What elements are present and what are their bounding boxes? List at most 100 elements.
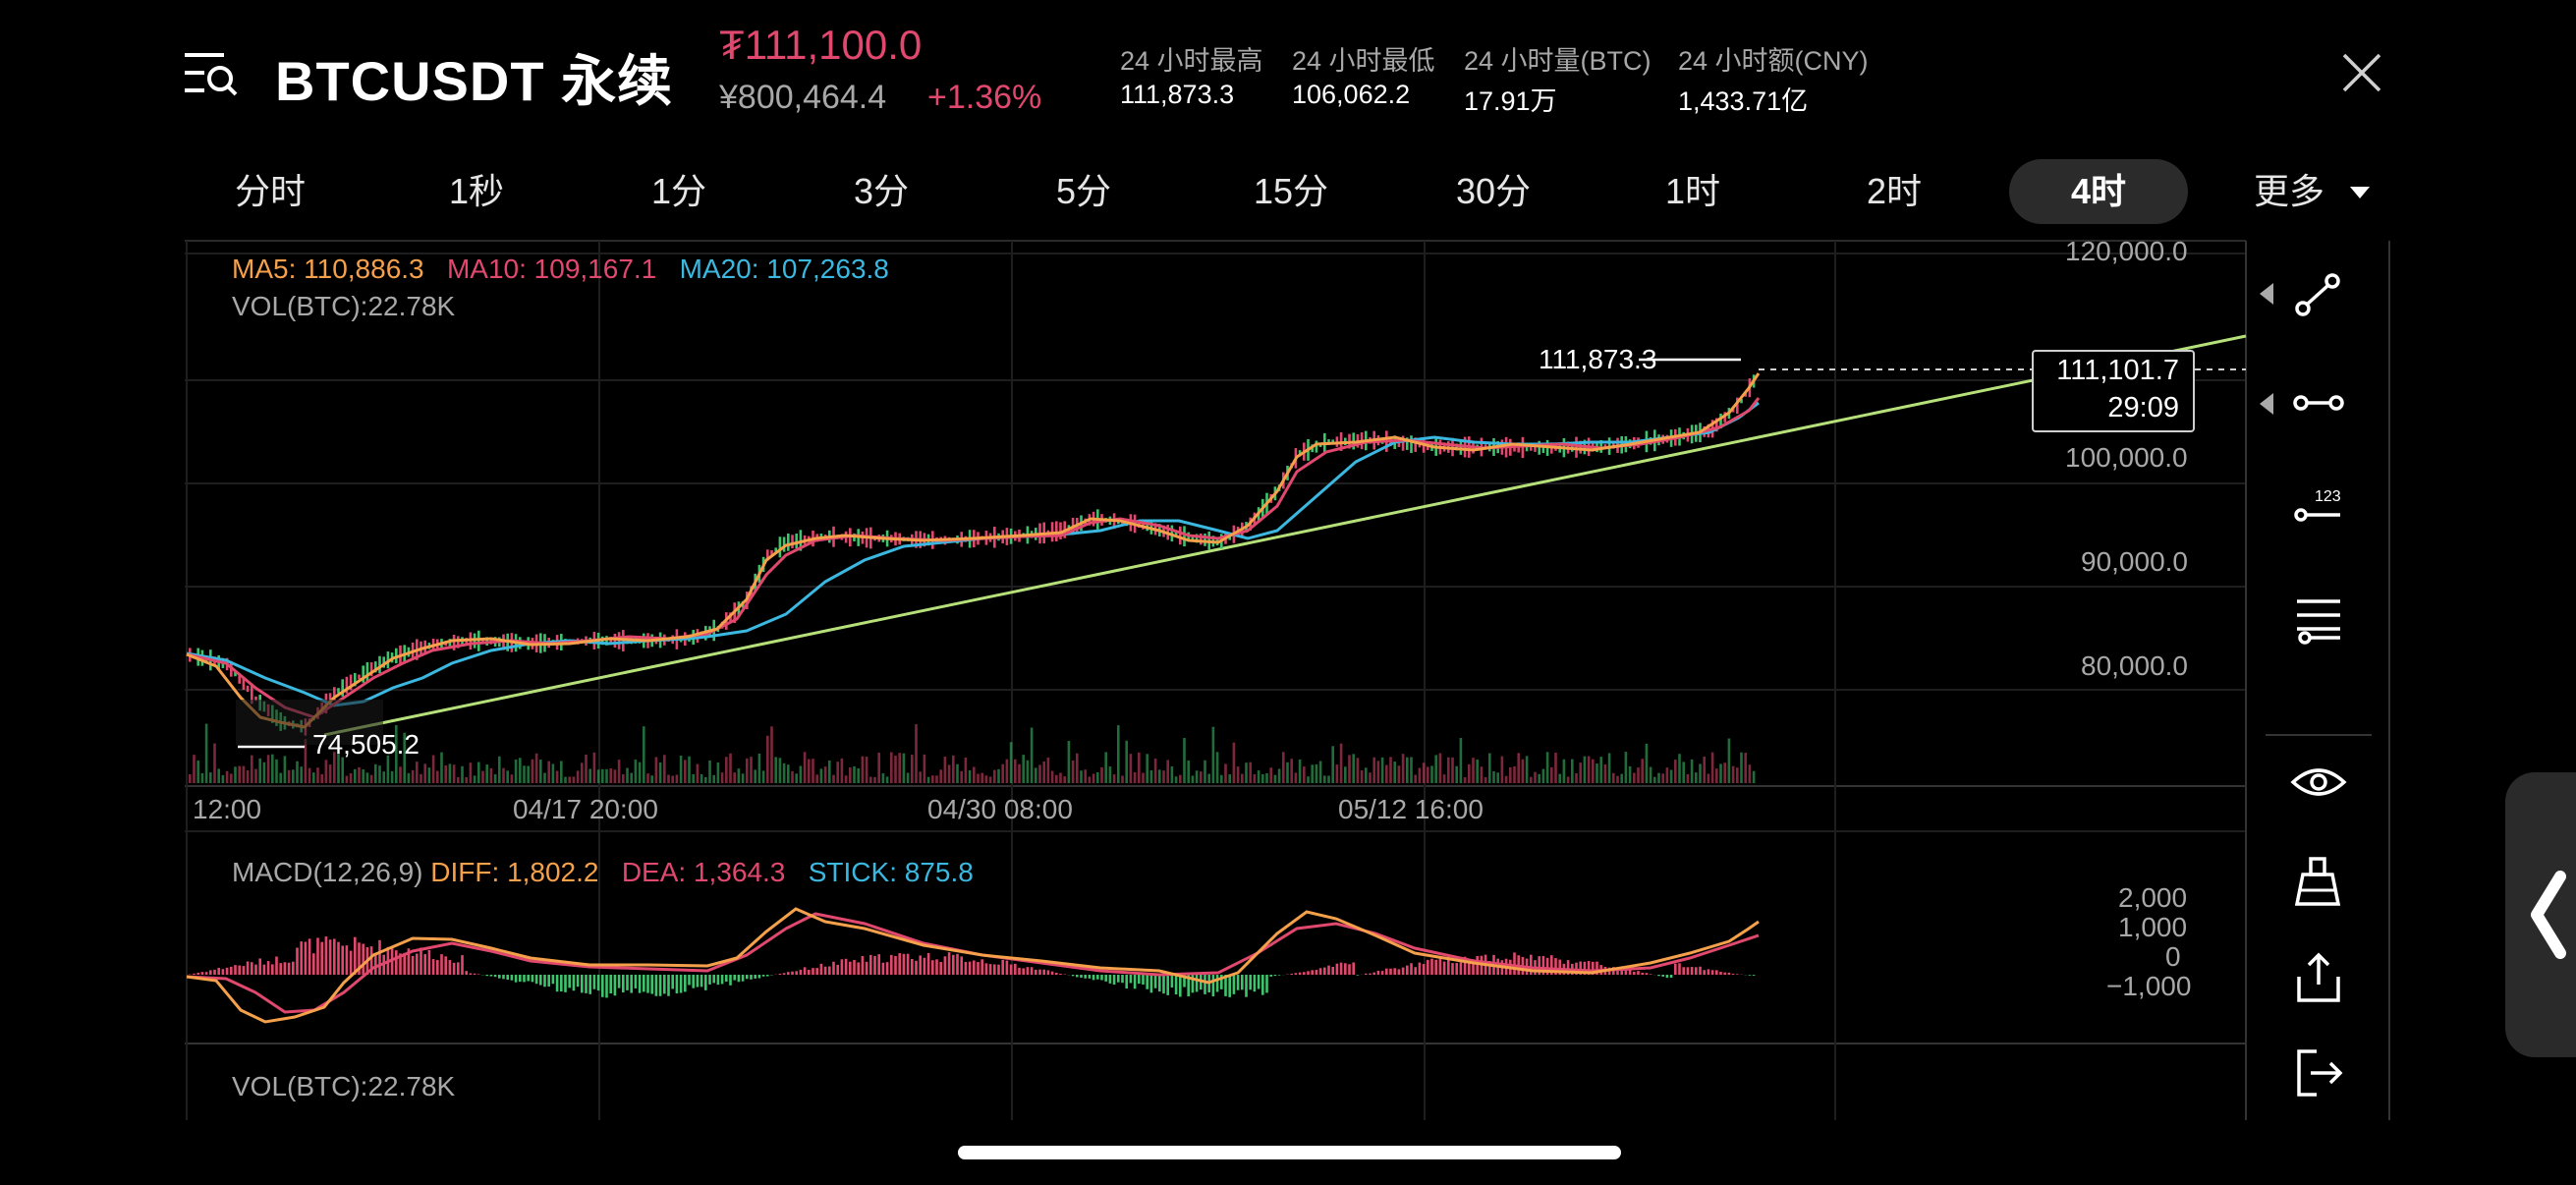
volume-bar bbox=[1707, 773, 1710, 783]
volume-bar bbox=[246, 769, 250, 783]
volume-bar bbox=[1142, 772, 1145, 783]
volume-bar bbox=[461, 765, 464, 783]
volume-bar bbox=[358, 766, 361, 783]
collapse-arrow-icon[interactable] bbox=[2258, 281, 2275, 307]
macd-bar bbox=[808, 969, 811, 975]
home-indicator[interactable] bbox=[958, 1146, 1621, 1159]
volume-bar bbox=[365, 772, 369, 783]
macd-bar bbox=[407, 948, 411, 975]
tab-30m[interactable]: 30分 bbox=[1455, 171, 1532, 211]
volume-bar bbox=[712, 774, 715, 783]
macd-bar bbox=[1149, 975, 1153, 993]
macd-bar bbox=[1092, 975, 1095, 981]
volume-bar bbox=[1360, 770, 1364, 783]
candle bbox=[481, 639, 484, 644]
volume-bar bbox=[766, 735, 769, 783]
macd-bar bbox=[1459, 962, 1463, 975]
volume-bar bbox=[646, 773, 649, 783]
macd-bar bbox=[1096, 975, 1099, 980]
macd-dea: DEA: 1,364.3 bbox=[621, 857, 786, 887]
macd-bar bbox=[469, 973, 473, 975]
candle bbox=[234, 671, 237, 677]
candle bbox=[457, 636, 460, 649]
volume-bar bbox=[1121, 775, 1124, 783]
volume-bar bbox=[729, 753, 732, 783]
volume-bar bbox=[1080, 770, 1083, 783]
volume-bar bbox=[1352, 754, 1355, 783]
volume-bar bbox=[234, 766, 237, 783]
tab-1s[interactable]: 1秒 bbox=[448, 171, 505, 211]
macd-bar bbox=[679, 975, 683, 993]
symbol-title[interactable]: BTCUSDT 永续 bbox=[275, 50, 674, 112]
tab-3m[interactable]: 3分 bbox=[853, 171, 910, 211]
tab-more[interactable]: 更多 bbox=[2253, 171, 2324, 211]
volume-bar bbox=[209, 772, 212, 783]
macd-bar bbox=[1703, 970, 1706, 975]
chevron-down-icon[interactable] bbox=[2348, 185, 2372, 200]
volume-bar bbox=[1607, 753, 1611, 783]
macd-bar bbox=[761, 975, 765, 977]
macd-bar bbox=[1249, 975, 1252, 990]
close-icon[interactable] bbox=[2336, 47, 2387, 98]
volume-bar bbox=[221, 774, 225, 783]
tab-fenshi[interactable]: 分时 bbox=[234, 171, 306, 211]
macd-bar bbox=[919, 955, 922, 975]
macd-bar bbox=[819, 963, 823, 975]
candle bbox=[1401, 435, 1405, 451]
volume-bar bbox=[613, 769, 617, 783]
macd-bar bbox=[485, 975, 488, 977]
volume-bar bbox=[815, 774, 818, 783]
macd-bar bbox=[1220, 975, 1223, 989]
volume-bar bbox=[808, 759, 811, 783]
menu-search-icon[interactable] bbox=[183, 49, 238, 98]
volume-bar bbox=[1253, 773, 1257, 783]
macd-bar bbox=[1348, 964, 1351, 975]
macd-y-label: 1,000 bbox=[2118, 912, 2188, 942]
eraser-icon[interactable] bbox=[2289, 853, 2348, 912]
volume-bar bbox=[1525, 756, 1529, 783]
macd-bar bbox=[1554, 958, 1557, 975]
volume-bar bbox=[1035, 767, 1037, 783]
volume-bar bbox=[1331, 746, 1334, 783]
macd-bar bbox=[592, 975, 596, 989]
macd-bar bbox=[1014, 963, 1017, 975]
visibility-icon[interactable] bbox=[2289, 753, 2348, 812]
volume-bar bbox=[189, 773, 192, 783]
macd-bar bbox=[287, 962, 291, 975]
share-icon[interactable] bbox=[2289, 949, 2348, 1008]
tab-15m[interactable]: 15分 bbox=[1253, 171, 1329, 211]
exit-fullscreen-icon[interactable] bbox=[2289, 1044, 2348, 1102]
tab-4h[interactable]: 4时 bbox=[2009, 159, 2188, 224]
tab-1h[interactable]: 1时 bbox=[1664, 171, 1721, 211]
volume-bar bbox=[692, 773, 695, 783]
tab-2h[interactable]: 2时 bbox=[1866, 171, 1923, 211]
volume-bar bbox=[1389, 757, 1392, 783]
price-label-tool-icon[interactable]: 123 bbox=[2289, 480, 2348, 538]
macd-bar bbox=[1592, 961, 1595, 975]
macd-bar bbox=[423, 954, 426, 975]
candle bbox=[448, 639, 452, 648]
collapse-arrow-icon[interactable] bbox=[2258, 391, 2275, 417]
candle bbox=[1179, 526, 1182, 545]
volume-bar bbox=[1046, 757, 1050, 783]
macd-bar bbox=[1121, 975, 1124, 984]
side-panel-handle[interactable] bbox=[2505, 772, 2576, 1057]
candle bbox=[365, 662, 369, 681]
macd-bar bbox=[1187, 975, 1190, 997]
trendline-tool-icon[interactable] bbox=[2289, 265, 2348, 324]
tab-5m[interactable]: 5分 bbox=[1055, 171, 1112, 211]
macd-bar bbox=[1108, 975, 1112, 984]
macd-bar bbox=[1397, 969, 1401, 975]
macd-bar bbox=[1018, 967, 1021, 975]
tab-1m[interactable]: 1分 bbox=[650, 171, 707, 211]
volume-bar bbox=[1550, 766, 1553, 783]
current-price-box[interactable]: 111,101.7 29:09 bbox=[2032, 350, 2195, 432]
horizontal-line-tool-icon[interactable] bbox=[2289, 373, 2348, 432]
volume-bar bbox=[390, 770, 394, 783]
indicator-settings-icon[interactable] bbox=[2289, 590, 2348, 649]
macd-bar bbox=[984, 963, 988, 975]
volume-bar bbox=[427, 767, 431, 783]
volume-bar bbox=[684, 760, 687, 783]
volume-bar bbox=[382, 771, 385, 783]
